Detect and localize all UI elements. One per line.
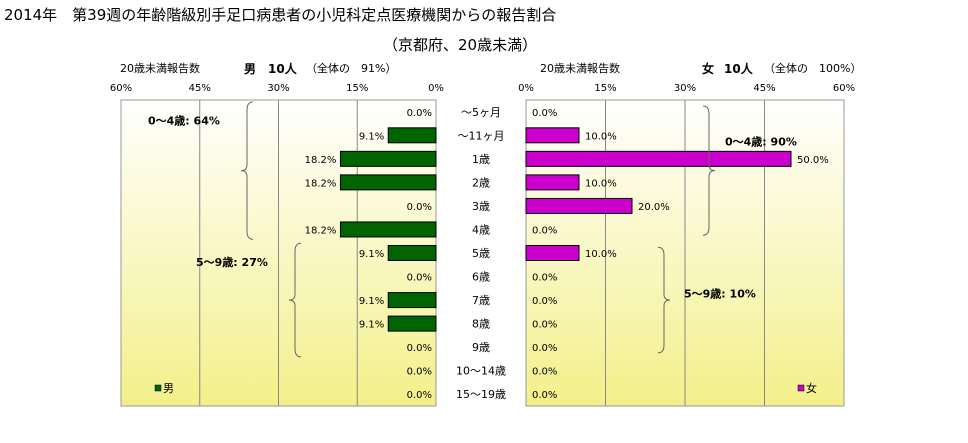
male-legend-swatch	[154, 384, 162, 392]
male-bar	[339, 221, 437, 238]
male-data-label: 0.0%	[407, 367, 432, 378]
female-data-label: 10.0%	[585, 131, 617, 142]
age-category-label: ～5ヶ月	[461, 106, 501, 119]
male-data-label: 0.0%	[407, 343, 432, 354]
male-tick-label: 30%	[267, 83, 289, 94]
female-data-label: 10.0%	[585, 249, 617, 260]
male-header-share: （全体の 91%）	[306, 62, 397, 75]
male-bar	[387, 245, 437, 261]
female-legend-label: 女	[806, 381, 817, 395]
male-data-label: 9.1%	[359, 131, 384, 142]
female-data-label: 0.0%	[532, 390, 557, 401]
male-data-label: 9.1%	[359, 320, 384, 331]
female-data-label: 50.0%	[797, 155, 829, 166]
female-data-label: 10.0%	[585, 178, 617, 189]
female-tick-label: 60%	[833, 83, 855, 94]
age-category-label: ～11ヶ月	[458, 129, 505, 142]
male-tick-label: 60%	[110, 83, 132, 94]
male-header-label: 20歳未満報告数	[120, 62, 200, 75]
female-tick-label: 15%	[594, 83, 616, 94]
chart-title: 2014年 第39週の年齢階級別手足口病患者の小児科定点医療機関からの報告割合	[4, 6, 557, 24]
male-data-label: 0.0%	[407, 273, 432, 284]
age-category-label: 6歳	[472, 271, 490, 284]
female-data-label: 0.0%	[532, 343, 557, 354]
age-category-label: 7歳	[472, 294, 490, 307]
female-data-label: 0.0%	[532, 320, 557, 331]
female-legend-swatch	[797, 384, 805, 392]
male-bar	[387, 315, 437, 332]
chart-subtitle: （京都府、20歳未満）	[383, 36, 538, 54]
female-tick-label: 0%	[518, 83, 534, 94]
male-tick-label: 15%	[346, 83, 368, 94]
male-data-label: 18.2%	[305, 225, 337, 236]
male-annotation-0-4: 0～4歳: 64%	[148, 114, 220, 128]
male-data-label: 18.2%	[305, 155, 337, 166]
male-bracket-0-4	[240, 101, 254, 240]
female-data-label: 20.0%	[638, 202, 670, 213]
female-annotation-0-4: 0～4歳: 90%	[725, 135, 797, 149]
female-data-label: 0.0%	[532, 273, 557, 284]
male-header-sex: 男	[244, 62, 257, 76]
male-legend-label: 男	[163, 382, 174, 395]
male-data-label: 0.0%	[407, 202, 432, 213]
female-bar	[525, 127, 580, 144]
female-bar	[525, 150, 792, 167]
female-bracket-5-9	[657, 246, 671, 354]
male-tick-label: 45%	[189, 83, 211, 94]
age-category-label: 1歳	[472, 153, 490, 166]
male-bar	[387, 292, 437, 309]
female-header-sex: 女	[702, 62, 715, 76]
age-category-label: 2歳	[472, 176, 490, 189]
age-category-label: 8歳	[472, 318, 490, 331]
male-data-label: 9.1%	[359, 296, 384, 307]
female-header-label: 20歳未満報告数	[540, 62, 620, 75]
female-bar	[525, 174, 580, 191]
male-annotation-5-9: 5～9歳: 27%	[196, 255, 268, 269]
male-tick-label: 0%	[428, 83, 444, 94]
female-bar	[525, 245, 580, 261]
female-data-label: 0.0%	[532, 296, 557, 307]
female-tick-label: 45%	[753, 83, 775, 94]
age-category-label: 3歳	[472, 200, 490, 213]
female-annotation-5-9: 5～9歳: 10%	[684, 286, 756, 300]
female-data-label: 0.0%	[532, 367, 557, 378]
age-category-label: 4歳	[472, 223, 490, 236]
male-data-label: 9.1%	[359, 249, 384, 260]
female-data-label: 0.0%	[532, 108, 557, 119]
male-data-label: 18.2%	[305, 178, 337, 189]
age-category-label: 15～19歳	[456, 388, 506, 401]
age-category-label: 10～14歳	[456, 365, 506, 378]
female-tick-label: 30%	[674, 83, 696, 94]
male-data-label: 0.0%	[407, 108, 432, 119]
age-category-label: 9歳	[472, 341, 490, 354]
female-header-share: （全体の 100%）	[764, 62, 862, 75]
male-bracket-5-9	[288, 242, 302, 358]
male-bar	[387, 127, 437, 144]
female-bar	[525, 197, 633, 214]
female-data-label: 0.0%	[532, 225, 557, 236]
female-bracket-0-4	[702, 105, 716, 236]
male-bar	[339, 150, 437, 167]
male-header-count: 10人	[268, 62, 297, 76]
male-data-label: 0.0%	[407, 390, 432, 401]
age-category-label: 5歳	[472, 247, 490, 260]
female-header-count: 10人	[724, 62, 753, 76]
male-bar	[339, 174, 437, 191]
